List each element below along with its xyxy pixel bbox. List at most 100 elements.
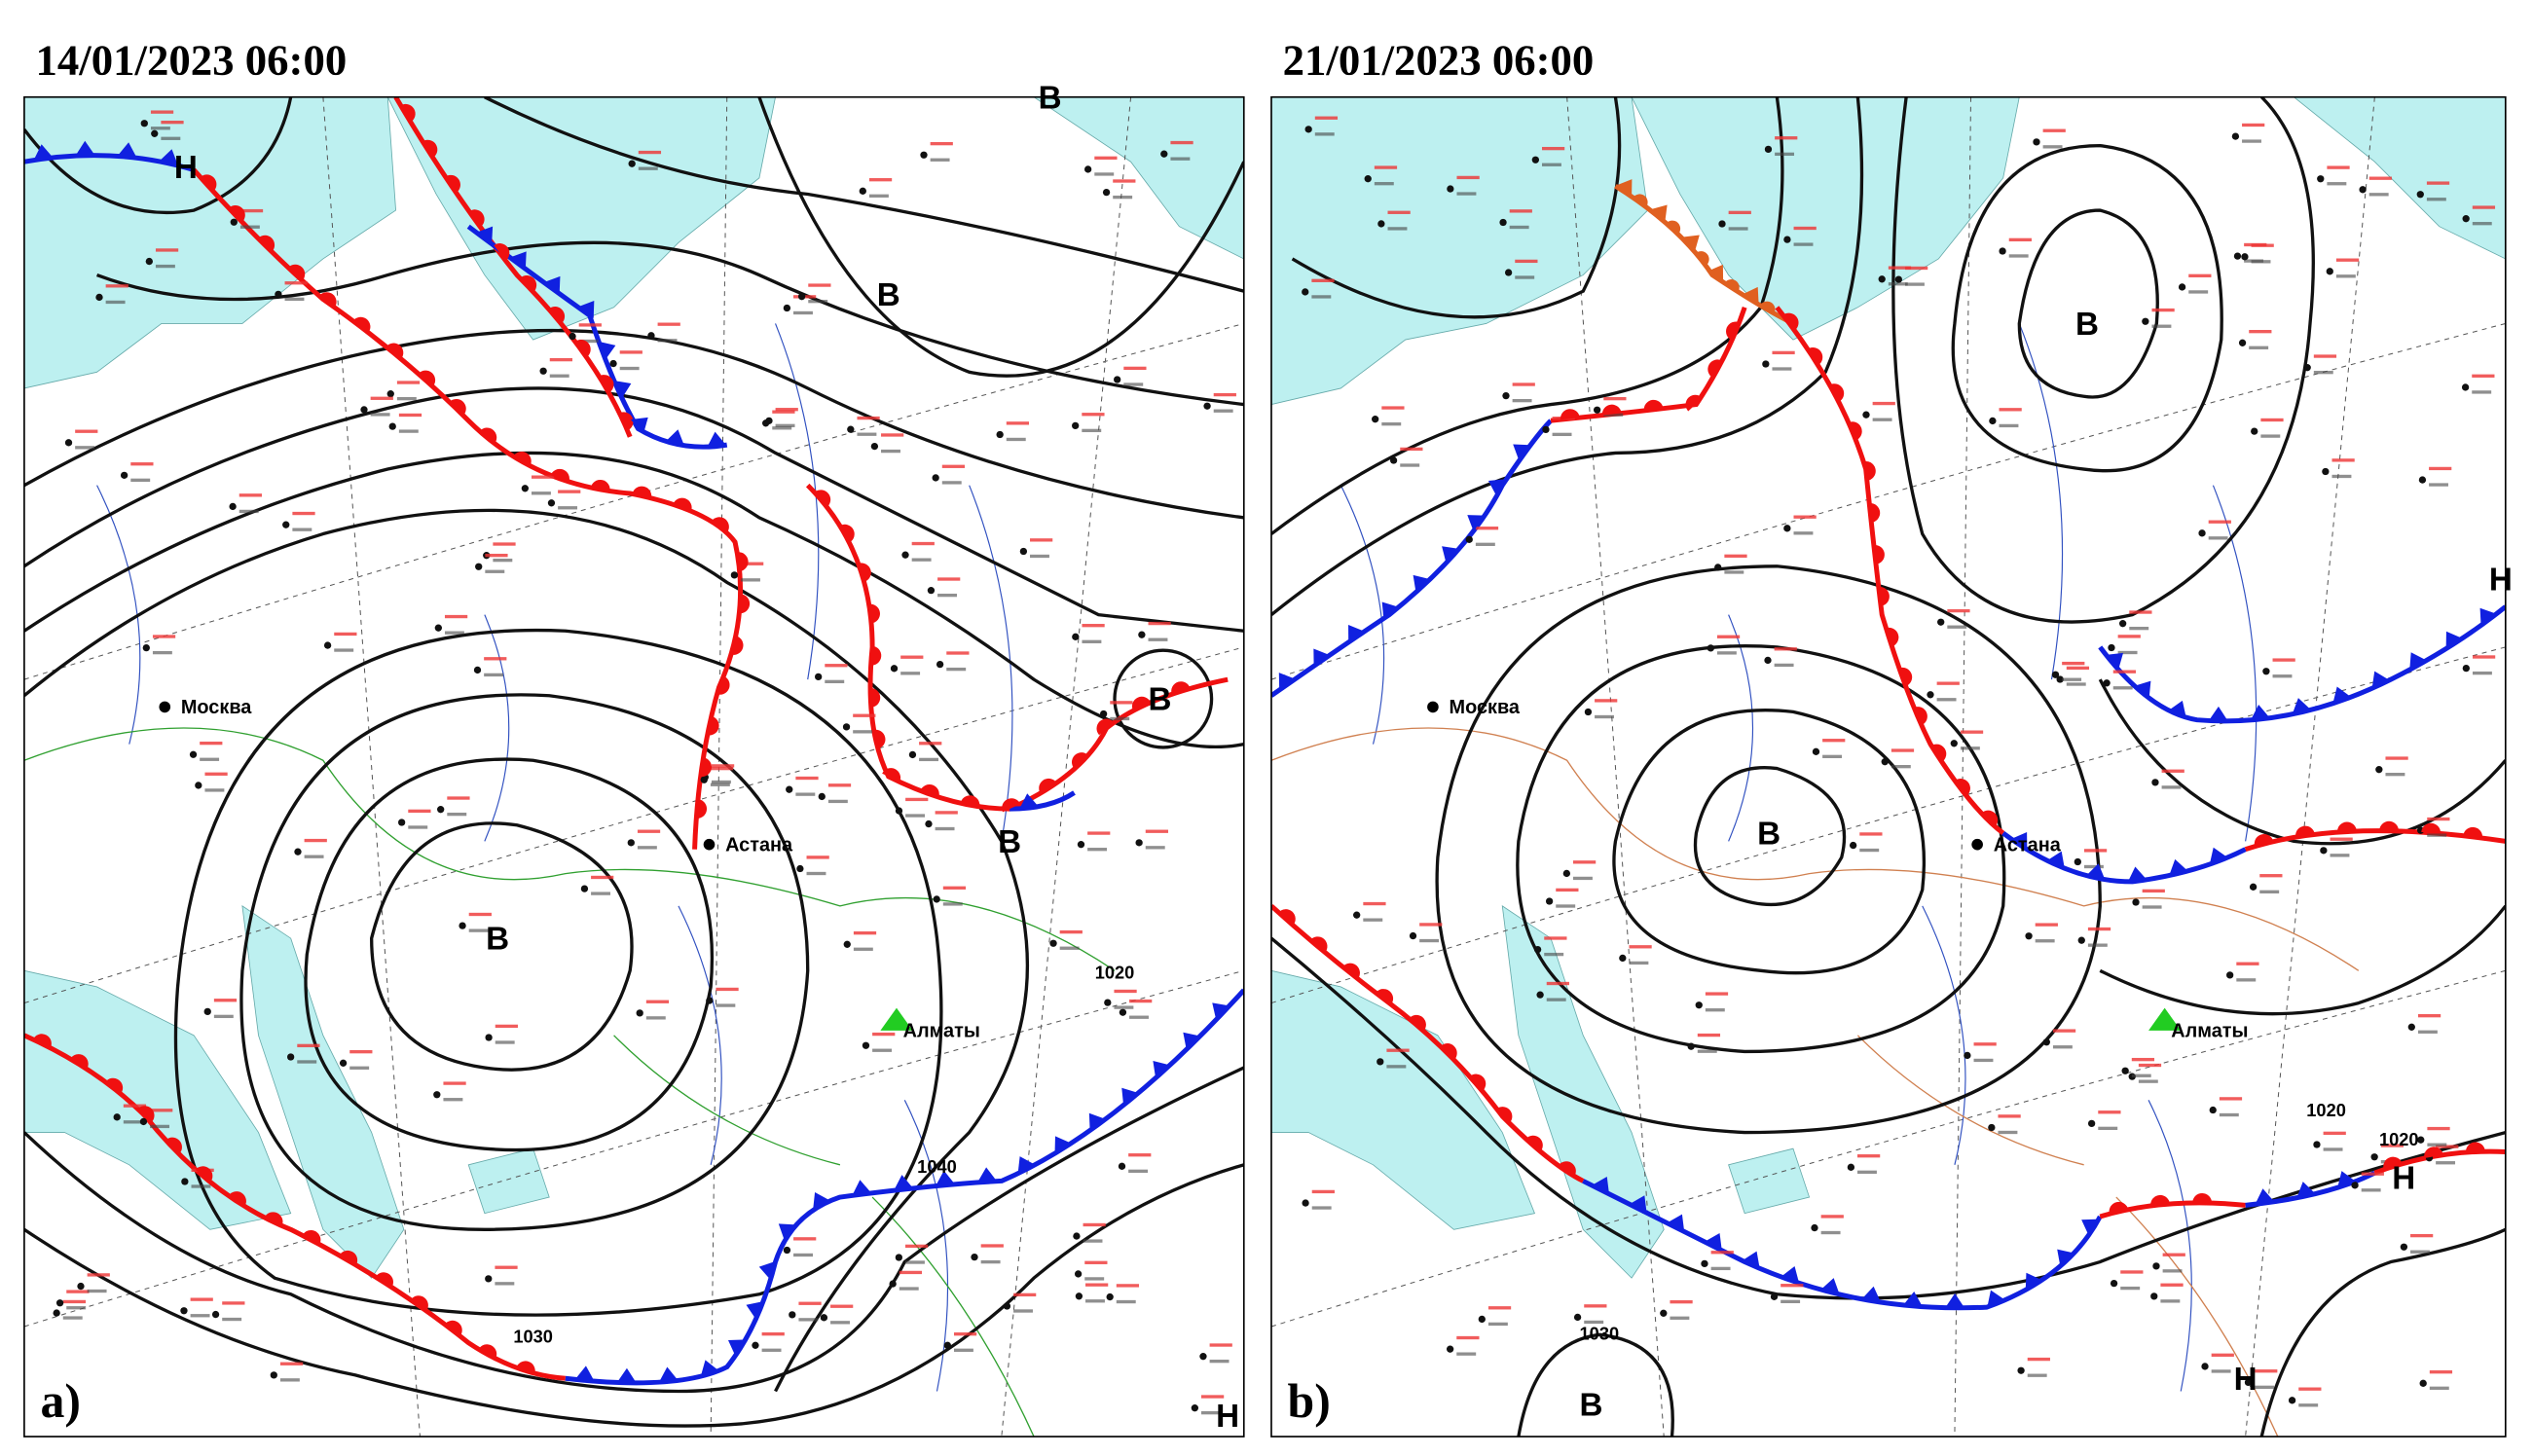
- station: [783, 1246, 791, 1255]
- station-plot: [2162, 1253, 2185, 1256]
- cold-symbol: [1704, 1232, 1722, 1251]
- station-plot: [349, 1066, 370, 1070]
- station-plot: [484, 673, 504, 677]
- station: [1465, 535, 1473, 543]
- station: [1687, 1042, 1695, 1050]
- station-plot: [1114, 989, 1137, 994]
- station: [286, 1053, 295, 1061]
- station-plot: [872, 1048, 893, 1052]
- pressure-center: Н: [174, 150, 198, 186]
- station-plot: [2120, 1286, 2141, 1291]
- station: [1811, 1223, 1818, 1232]
- station-plot: [1515, 259, 1538, 264]
- warm-symbol: [1886, 627, 1899, 647]
- station-plot: [297, 1060, 317, 1064]
- station: [2033, 138, 2040, 146]
- front-symbol: [449, 398, 466, 416]
- warm-symbol: [468, 209, 485, 228]
- station: [842, 723, 851, 731]
- front-symbol: [410, 1295, 428, 1311]
- isobar-label: 1020: [1095, 963, 1135, 983]
- station-plot: [484, 657, 507, 661]
- front-symbol: [574, 1365, 595, 1382]
- station-plot: [2188, 273, 2212, 277]
- station: [2201, 1363, 2209, 1370]
- cold-symbol: [1278, 673, 1296, 691]
- station-plot: [2385, 756, 2408, 760]
- front-symbol: [2383, 1156, 2403, 1170]
- isobar: [23, 451, 1244, 749]
- warm-symbol: [1707, 359, 1723, 379]
- station-plot: [222, 1301, 245, 1305]
- cold-symbol: [2209, 847, 2228, 865]
- warm-symbol: [1002, 798, 1021, 813]
- station-plot: [1820, 1230, 1841, 1235]
- front-symbol: [385, 343, 404, 359]
- front-symbol: [1987, 1290, 2005, 1308]
- station: [437, 805, 445, 814]
- station-plot: [1084, 1260, 1108, 1264]
- station-plot: [953, 1348, 973, 1352]
- station-plot: [558, 490, 581, 493]
- front-symbol: [1954, 779, 1970, 796]
- front-symbol: [1212, 1002, 1230, 1020]
- station-plot: [2255, 1369, 2278, 1373]
- station: [2400, 1243, 2408, 1251]
- station-plot: [2472, 374, 2495, 378]
- station-plot: [408, 825, 428, 829]
- station-plot: [2417, 1030, 2438, 1034]
- station-plot: [1947, 625, 1967, 629]
- front-symbol: [2057, 1249, 2074, 1267]
- station-plot: [2298, 1403, 2319, 1407]
- station-plot: [66, 1306, 87, 1310]
- station-plot: [1387, 210, 1411, 214]
- station-plot: [239, 509, 259, 514]
- station: [1878, 275, 1886, 283]
- station-plot: [62, 1299, 87, 1304]
- cold-symbol: [1945, 1292, 1965, 1308]
- station-plot: [578, 339, 599, 344]
- station-plot: [1311, 1206, 1332, 1210]
- station: [971, 1253, 978, 1261]
- front-symbol: [1413, 574, 1431, 593]
- warm-front: [192, 167, 744, 850]
- station-plot: [2142, 889, 2165, 893]
- warm-symbol: [2421, 822, 2441, 834]
- warm-symbol: [478, 1344, 497, 1360]
- front-symbol: [2192, 1192, 2213, 1204]
- station-plot: [1110, 716, 1130, 721]
- station-plot: [1705, 1008, 1725, 1012]
- isobar: [23, 328, 1244, 520]
- warm-symbol: [707, 715, 719, 736]
- isobar: [23, 508, 1029, 1393]
- warm-symbol: [516, 1361, 535, 1374]
- front-symbol: [2337, 1171, 2356, 1188]
- station: [2142, 317, 2149, 325]
- station: [1102, 188, 1111, 197]
- station-plot: [1724, 570, 1744, 574]
- cold-symbol: [613, 381, 632, 399]
- station: [1714, 564, 1722, 571]
- station: [1099, 710, 1108, 718]
- station: [908, 750, 917, 759]
- station-plot: [2161, 785, 2182, 789]
- station-plot: [2330, 854, 2350, 857]
- front-symbol: [814, 490, 831, 507]
- front-symbol: [711, 517, 729, 533]
- station: [1104, 999, 1112, 1006]
- station-plot: [1209, 1343, 1232, 1347]
- warm-symbol: [873, 729, 886, 749]
- cold-symbol: [1667, 1214, 1685, 1232]
- station: [459, 922, 466, 929]
- station-plot: [292, 511, 315, 516]
- station-plot: [2313, 370, 2333, 375]
- station: [339, 1059, 348, 1067]
- front-symbol: [839, 524, 855, 543]
- station: [360, 406, 368, 414]
- isobar: [173, 628, 943, 1317]
- cold-symbol: [2445, 631, 2463, 649]
- station-plot: [2062, 661, 2085, 666]
- front-symbol: [1348, 624, 1365, 642]
- station-plot: [825, 664, 848, 668]
- isobar: [2098, 678, 2506, 846]
